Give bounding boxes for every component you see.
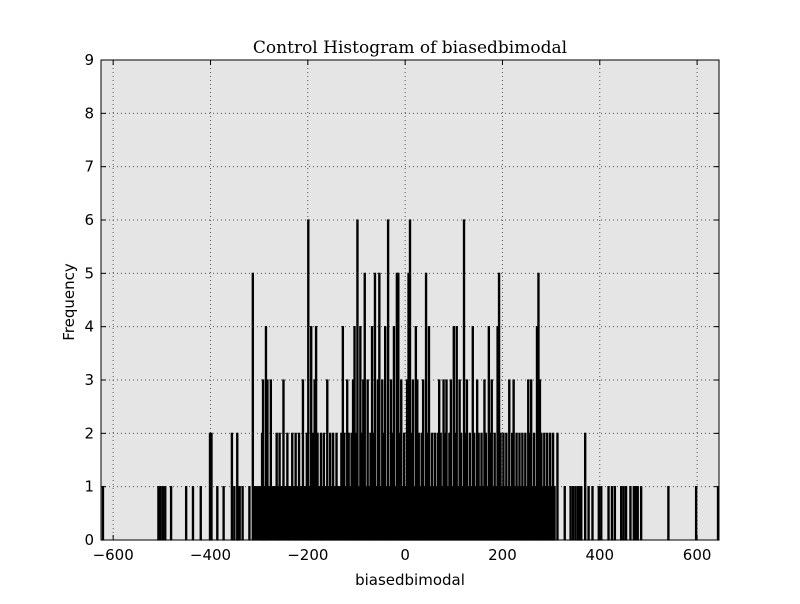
x-tick-label: −400 <box>190 546 231 564</box>
x-axis-label: biasedbimodal <box>355 571 465 589</box>
x-tick-label: 0 <box>400 546 410 564</box>
histogram-bar <box>607 486 610 541</box>
histogram-bar <box>278 432 281 541</box>
histogram-bar <box>553 486 556 541</box>
histogram-bar <box>191 486 195 541</box>
y-axis-label: Frequency <box>60 263 78 341</box>
histogram-bar <box>694 486 698 541</box>
histogram-bar <box>587 486 590 541</box>
histogram-bar <box>199 486 202 541</box>
histogram-bar <box>591 486 594 541</box>
histogram-bar <box>241 486 244 541</box>
histogram-bar <box>610 486 614 541</box>
histogram-bar <box>210 432 213 541</box>
histogram-bar <box>267 486 271 541</box>
x-tick-label: 600 <box>683 546 712 564</box>
y-tick-label: 2 <box>84 424 94 442</box>
histogram-bar <box>157 486 160 541</box>
histogram-bar <box>716 486 720 541</box>
histogram-bar <box>597 486 600 541</box>
histogram-bar <box>574 486 577 541</box>
histogram-bar <box>311 432 314 541</box>
histogram-bar <box>600 486 603 541</box>
histogram-bar <box>255 486 258 541</box>
x-tick-label: 400 <box>585 546 614 564</box>
histogram-bar <box>578 486 581 541</box>
histogram-bar <box>316 432 319 541</box>
y-tick-label: 4 <box>84 318 94 336</box>
histogram-bar <box>291 432 294 541</box>
histogram-bar <box>289 486 292 541</box>
histogram-bar <box>238 486 241 541</box>
y-tick-label: 1 <box>84 478 94 496</box>
histogram-bar <box>629 486 632 541</box>
histogram-bar <box>164 486 167 541</box>
x-tick-label: −200 <box>287 546 328 564</box>
histogram-bar <box>624 486 628 541</box>
histogram-bar <box>184 486 188 541</box>
histogram-bar <box>159 486 162 541</box>
y-tick-label: 6 <box>84 211 94 229</box>
histogram-bar <box>563 486 566 541</box>
histogram-bar <box>161 486 164 541</box>
histogram-bar <box>303 486 307 541</box>
histogram-bar <box>583 432 587 541</box>
histogram-bar <box>634 486 637 541</box>
histogram-bar <box>667 486 670 541</box>
histogram-bar <box>580 486 583 541</box>
histogram-bar <box>613 486 617 541</box>
histogram-bar <box>216 486 219 541</box>
axis-ticks: −600 −400 −200 0 200 400 600 0 1 2 3 4 5 6 7 8 9 <box>84 51 719 564</box>
histogram-bar <box>258 486 262 541</box>
histogram-bar <box>299 486 303 541</box>
histogram-bar <box>324 486 327 541</box>
chart-title: Control Histogram of biasedbimodal <box>253 38 567 58</box>
y-tick-label: 0 <box>84 531 94 549</box>
histogram-bar <box>101 486 105 541</box>
y-tick-label: 9 <box>84 51 94 69</box>
histogram-bar <box>336 486 340 541</box>
histogram-bar <box>282 379 285 541</box>
histogram-bar <box>230 432 234 541</box>
histogram-bar <box>253 486 256 541</box>
histogram-bar <box>622 486 625 541</box>
histogram-bar <box>569 486 572 541</box>
histogram-bar <box>273 486 276 541</box>
histogram-bar <box>571 486 575 541</box>
histogram-bar <box>556 432 559 541</box>
y-tick-label: 8 <box>84 104 94 122</box>
y-tick-label: 7 <box>84 158 94 176</box>
y-tick-label: 3 <box>84 371 94 389</box>
x-tick-label: −600 <box>93 546 134 564</box>
histogram-bar <box>632 486 636 541</box>
plot-frame <box>100 59 720 541</box>
histogram-bar <box>297 432 301 541</box>
histogram-bar <box>269 379 273 541</box>
histogram-bar <box>248 486 251 541</box>
histogram-bar <box>301 379 305 541</box>
x-tick-label: 200 <box>488 546 517 564</box>
y-tick-label: 5 <box>84 264 94 282</box>
histogram-bar <box>271 486 274 541</box>
histogram-bar <box>294 432 297 541</box>
histogram-bar <box>620 486 623 541</box>
histogram-bar <box>331 432 335 541</box>
histogram-bar <box>284 486 287 541</box>
histogram-bar <box>169 486 173 541</box>
histogram-bar <box>256 486 260 541</box>
histogram-bar <box>639 486 643 541</box>
histogram-bar <box>636 486 639 541</box>
histogram-bar <box>233 486 236 541</box>
histogram-bar <box>280 486 283 541</box>
histogram-bar <box>222 486 225 541</box>
